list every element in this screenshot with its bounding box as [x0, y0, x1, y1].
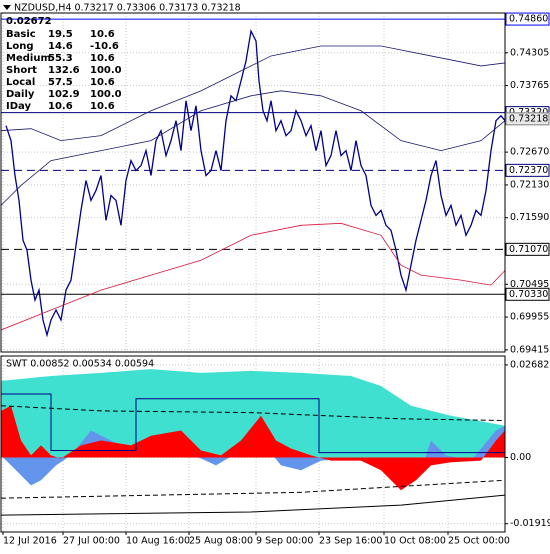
line — [1, 405, 505, 422]
info-value: 10.6 — [90, 101, 115, 112]
panel-frame — [0, 355, 506, 533]
line — [1, 393, 505, 454]
y-tick-label: 0.72130 — [510, 179, 549, 190]
info-value: 57.5 — [48, 77, 73, 88]
level-label: 0.70330 — [509, 289, 548, 300]
x-tick-label: 27 Jul 00:00 — [63, 536, 120, 547]
info-value: 10.6 — [90, 53, 115, 64]
info-value: 55.3 — [48, 53, 73, 64]
panel-frame — [0, 12, 506, 353]
info-label: Medium — [6, 53, 51, 64]
info-label: IDay — [6, 101, 31, 112]
line — [1, 479, 505, 499]
info-label: Short — [6, 65, 37, 76]
x-tick-label: 10 Aug 16:00 — [126, 536, 190, 547]
level-label-box — [505, 242, 550, 256]
info-value: 10.6 — [48, 101, 73, 112]
info-label: Long — [6, 41, 34, 52]
area — [1, 369, 505, 458]
info-value: 100.0 — [90, 65, 122, 76]
info-label: Daily — [6, 89, 35, 100]
menu-icon[interactable] — [3, 5, 11, 10]
info-label: Basic — [6, 29, 36, 40]
y-tick-label: 0.72670 — [510, 147, 549, 158]
info-header: 0.02672 — [6, 16, 52, 27]
x-tick-label: 12 Jul 2016 — [3, 536, 57, 547]
line — [1, 45, 505, 142]
area — [1, 405, 505, 491]
line — [5, 28, 505, 338]
last-price-box — [505, 112, 550, 126]
indicator-panel: 0.02682 0.00 -0.01919 12 Jul 2016 27 Jul 00:… — [0, 355, 550, 547]
indicator-title: SWT 0.00852 0.00534 0.00594 — [6, 359, 154, 370]
level-label: 0.72370 — [509, 165, 548, 176]
level-label-box — [505, 163, 550, 177]
info-value: 100.0 — [90, 89, 122, 100]
info-value: -10.6 — [90, 41, 119, 52]
chart-title: NZDUSD,H4 0.73217 0.73306 0.73173 0.7321… — [14, 3, 241, 14]
line — [1, 90, 505, 206]
level-label: 0.71070 — [509, 244, 548, 255]
plot-area — [1, 13, 505, 352]
y-tick-label: 0.00 — [510, 452, 531, 463]
level-label: 0.74860 — [509, 14, 548, 25]
level-label-box — [505, 287, 550, 301]
y-tick-label: 0.70495 — [510, 279, 549, 290]
info-value: 102.9 — [48, 89, 80, 100]
y-tick-label: 0.02682 — [510, 359, 549, 370]
info-value: 19.5 — [48, 29, 73, 40]
info-value: 10.6 — [90, 29, 115, 40]
level-label-box — [505, 12, 550, 26]
y-tick-label: 0.69415 — [510, 344, 549, 355]
y-tick-label: -0.01919 — [510, 518, 550, 529]
x-tick-label: 10 Oct 08:00 — [384, 536, 446, 547]
info-label: Local — [6, 77, 35, 88]
x-tick-label: 25 Oct 00:00 — [448, 536, 510, 547]
info-value: 14.6 — [48, 41, 73, 52]
x-tick-label: 9 Sep 00:00 — [256, 536, 313, 547]
x-tick-label: 23 Sep 16:00 — [319, 536, 382, 547]
last-price-label: 0.73218 — [509, 113, 548, 124]
y-tick-label: 0.69955 — [510, 312, 549, 323]
y-tick-label: 0.71590 — [510, 212, 549, 223]
y-tick-label: 0.73765 — [510, 80, 549, 91]
price-panel: 0.74305 0.73765 0.72670 0.72130 0.71590 0.704… — [0, 12, 550, 355]
line — [1, 494, 505, 516]
info-value: 132.6 — [48, 65, 80, 76]
x-tick-label: 25 Aug 08:00 — [189, 536, 253, 547]
info-value: 10.6 — [90, 77, 115, 88]
plot-area — [1, 356, 505, 532]
line — [1, 222, 505, 331]
y-tick-label: 0.74305 — [510, 47, 549, 58]
